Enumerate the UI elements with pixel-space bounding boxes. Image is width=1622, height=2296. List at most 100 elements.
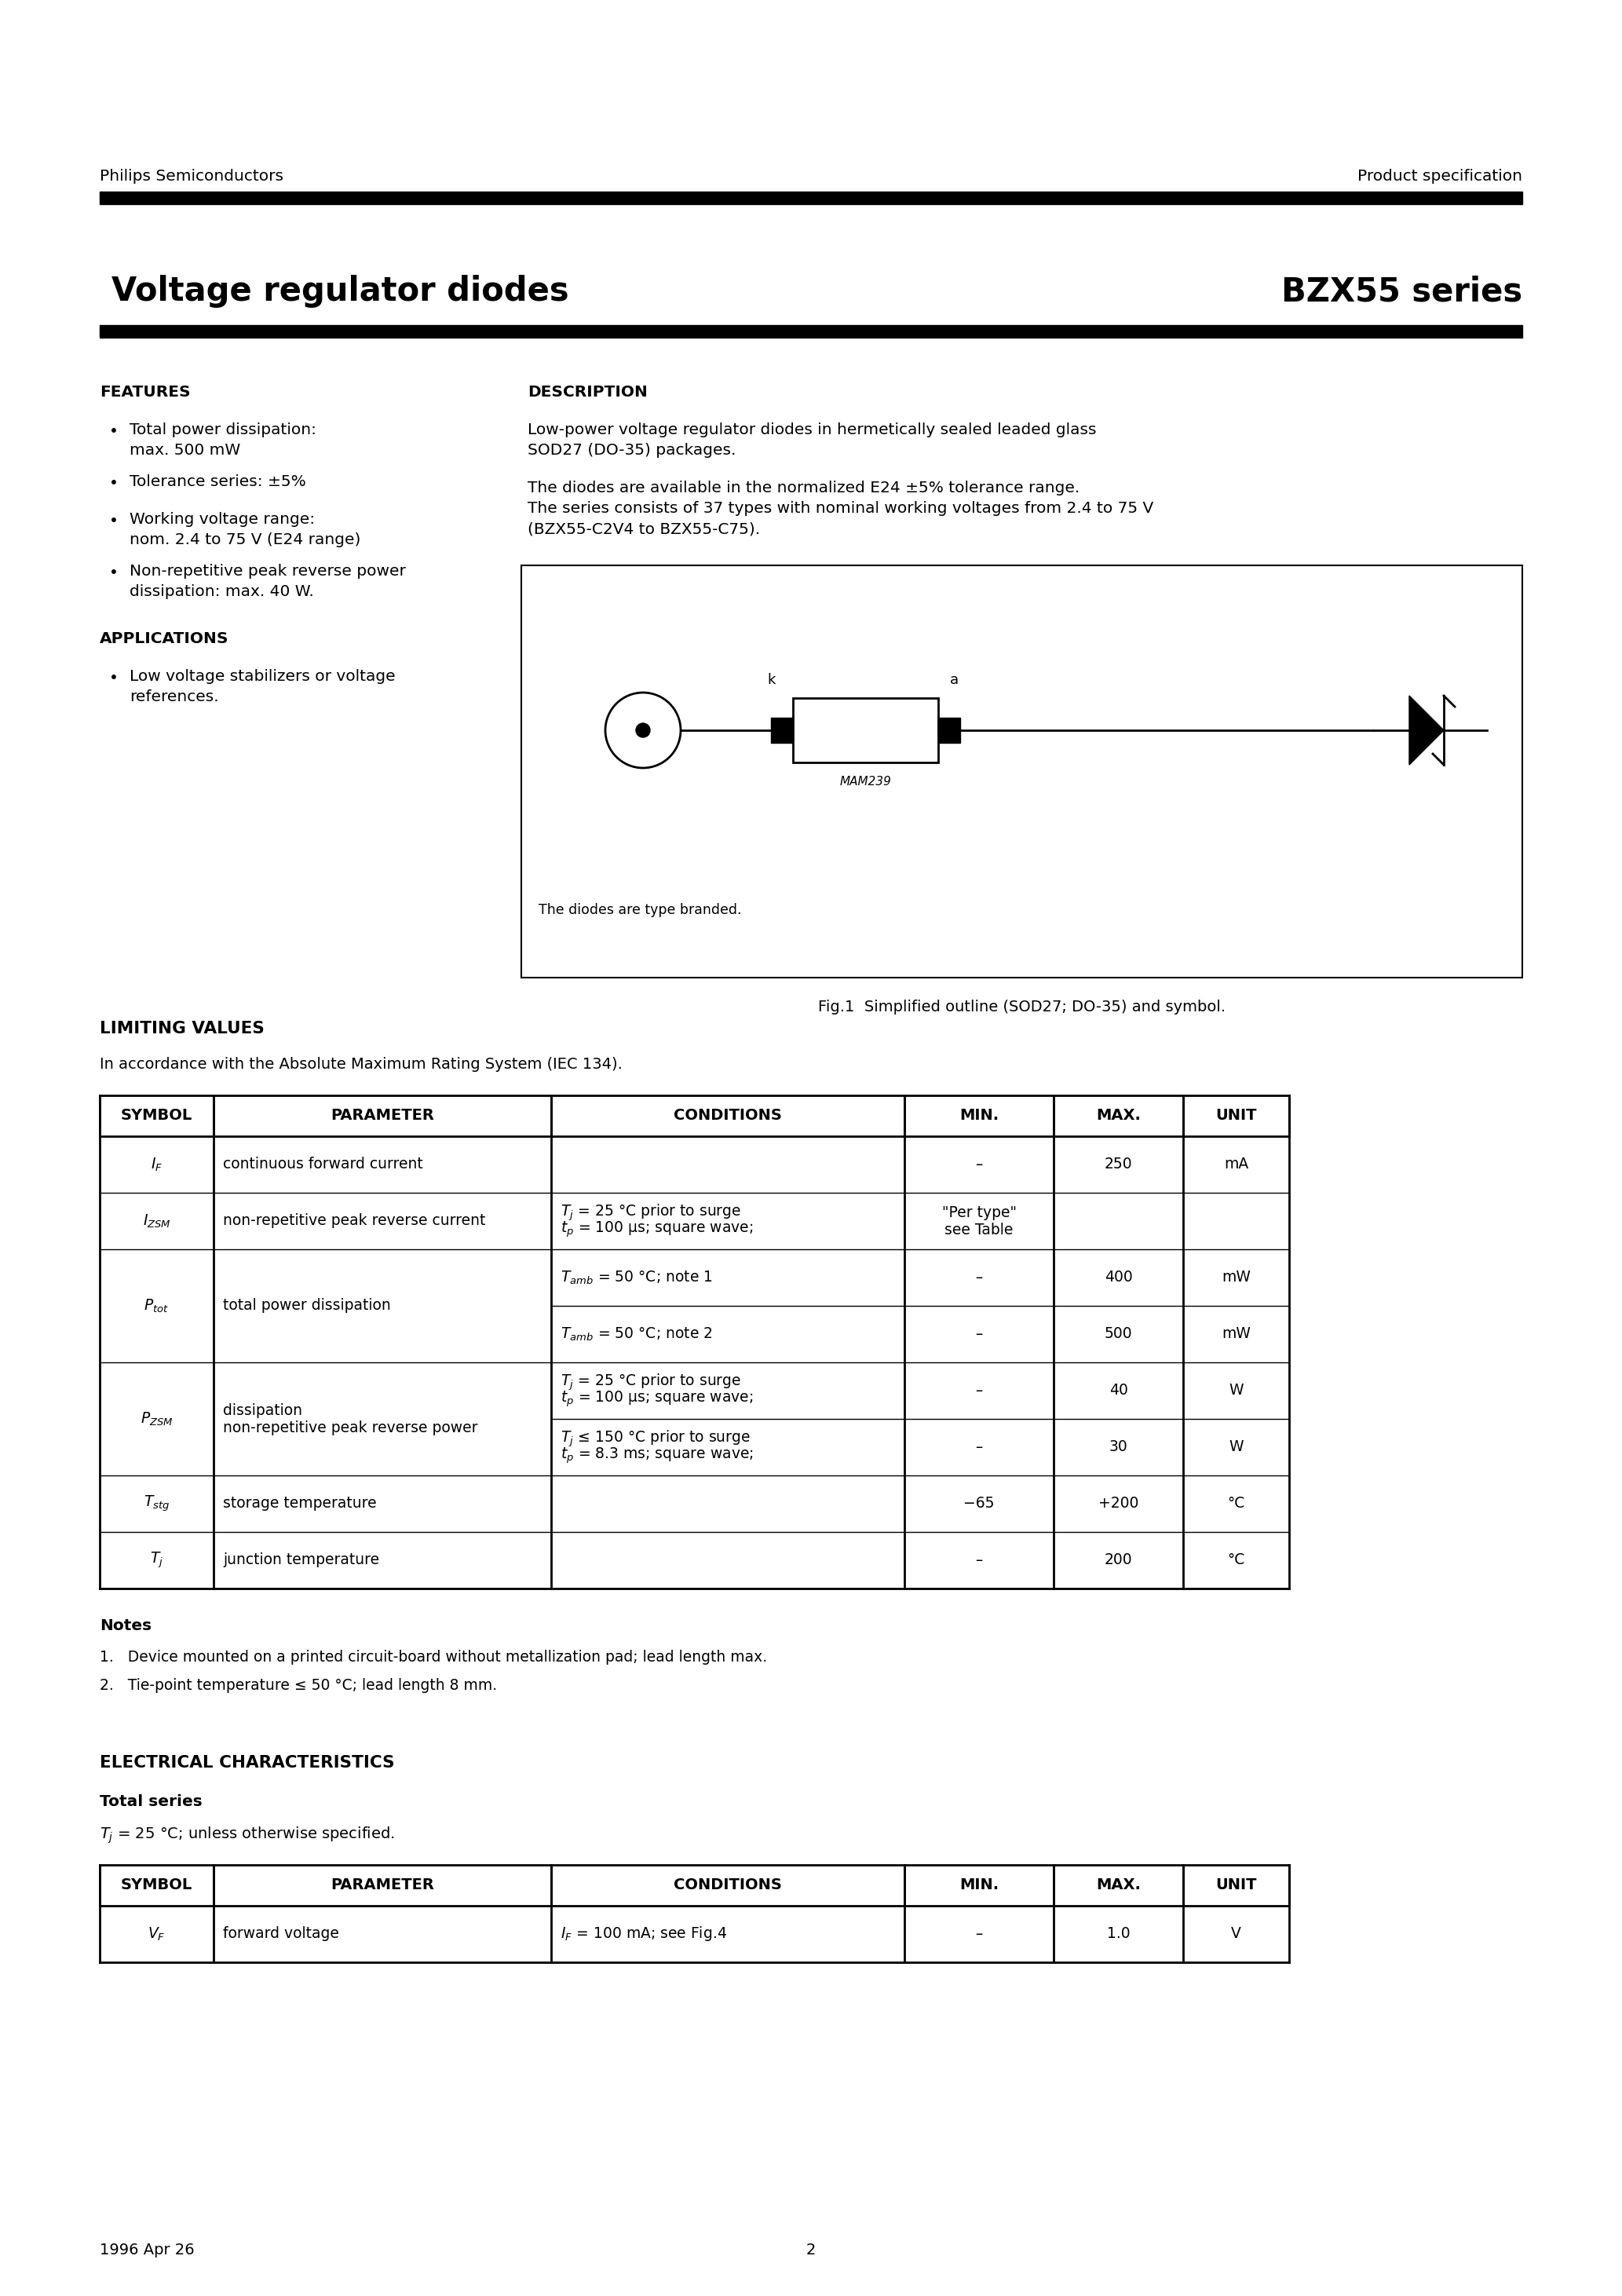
Text: –: –: [975, 1926, 983, 1942]
Text: non-repetitive peak reverse power: non-repetitive peak reverse power: [222, 1421, 478, 1435]
Text: dissipation: dissipation: [222, 1403, 302, 1417]
Text: junction temperature: junction temperature: [222, 1552, 380, 1568]
Text: Working voltage range:: Working voltage range:: [130, 512, 315, 526]
Bar: [99, 191, 1523, 204]
Text: 1.   Device mounted on a printed circuit-board without metallization pad; lead l: 1. Device mounted on a printed circuit-b…: [99, 1651, 767, 1665]
Text: −65: −65: [963, 1497, 994, 1511]
Text: storage temperature: storage temperature: [222, 1497, 376, 1511]
Text: 30: 30: [1109, 1440, 1127, 1456]
Text: 200: 200: [1105, 1552, 1132, 1568]
Text: max. 500 mW: max. 500 mW: [130, 443, 240, 457]
Text: non-repetitive peak reverse current: non-repetitive peak reverse current: [222, 1215, 485, 1228]
Bar: [793, 698, 938, 762]
Text: The diodes are available in the normalized E24 ±5% tolerance range.: The diodes are available in the normaliz…: [527, 480, 1080, 496]
Text: •: •: [109, 565, 118, 581]
Text: MAX.: MAX.: [1096, 1109, 1140, 1123]
Text: Total series: Total series: [99, 1793, 203, 1809]
Text: +200: +200: [1098, 1497, 1139, 1511]
Text: $I_{ZSM}$: $I_{ZSM}$: [143, 1212, 170, 1228]
Text: 1996 Apr 26: 1996 Apr 26: [99, 2243, 195, 2257]
Text: $T_{amb}$ = 50 °C; note 1: $T_{amb}$ = 50 °C; note 1: [561, 1270, 712, 1286]
Text: (BZX55-C2V4 to BZX55-C75).: (BZX55-C2V4 to BZX55-C75).: [527, 521, 761, 537]
Text: MIN.: MIN.: [959, 1878, 999, 1892]
Circle shape: [636, 723, 650, 737]
Text: $I_F$ = 100 mA; see Fig.4: $I_F$ = 100 mA; see Fig.4: [561, 1924, 727, 1942]
Text: •: •: [109, 514, 118, 528]
Text: MAM239: MAM239: [840, 776, 892, 788]
Text: Non-repetitive peak reverse power: Non-repetitive peak reverse power: [130, 565, 406, 579]
Text: 1.0: 1.0: [1106, 1926, 1131, 1942]
Text: $T_j$ = 25 °C prior to surge: $T_j$ = 25 °C prior to surge: [561, 1203, 741, 1221]
Text: Product specification: Product specification: [1358, 170, 1523, 184]
Text: The series consists of 37 types with nominal working voltages from 2.4 to 75 V: The series consists of 37 types with nom…: [527, 501, 1153, 517]
Bar: [770, 719, 793, 744]
Text: V: V: [1231, 1926, 1241, 1942]
Bar: [99, 1095, 1289, 1137]
Text: $T_j$ ≤ 150 °C prior to surge: $T_j$ ≤ 150 °C prior to surge: [561, 1428, 751, 1449]
Text: dissipation: max. 40 W.: dissipation: max. 40 W.: [130, 583, 313, 599]
Text: FEATURES: FEATURES: [99, 386, 190, 400]
Text: ELECTRICAL CHARACTERISTICS: ELECTRICAL CHARACTERISTICS: [99, 1754, 394, 1770]
Text: CONDITIONS: CONDITIONS: [673, 1109, 782, 1123]
Text: k: k: [767, 673, 775, 687]
Text: BZX55 series: BZX55 series: [1281, 276, 1523, 308]
Text: Fig.1  Simplified outline (SOD27; DO-35) and symbol.: Fig.1 Simplified outline (SOD27; DO-35) …: [817, 999, 1226, 1015]
Text: PARAMETER: PARAMETER: [331, 1878, 435, 1892]
Text: "Per type": "Per type": [942, 1205, 1017, 1219]
Text: $T_{amb}$ = 50 °C; note 2: $T_{amb}$ = 50 °C; note 2: [561, 1325, 712, 1343]
Text: 40: 40: [1109, 1382, 1127, 1398]
Text: see Table: see Table: [944, 1221, 1014, 1238]
Text: UNIT: UNIT: [1215, 1878, 1257, 1892]
Text: MAX.: MAX.: [1096, 1878, 1140, 1892]
Text: $P_{ZSM}$: $P_{ZSM}$: [139, 1410, 174, 1428]
Text: Notes: Notes: [99, 1619, 151, 1632]
Polygon shape: [1410, 696, 1444, 765]
Text: 500: 500: [1105, 1327, 1132, 1341]
Text: mW: mW: [1221, 1327, 1251, 1341]
Text: SYMBOL: SYMBOL: [120, 1878, 193, 1892]
Text: 2: 2: [806, 2243, 816, 2257]
Text: MIN.: MIN.: [959, 1109, 999, 1123]
Text: UNIT: UNIT: [1215, 1109, 1257, 1123]
Text: The diodes are type branded.: The diodes are type branded.: [539, 902, 741, 916]
Text: LIMITING VALUES: LIMITING VALUES: [99, 1022, 264, 1035]
Text: 400: 400: [1105, 1270, 1132, 1286]
Text: $t_p$ = 100 μs; square wave;: $t_p$ = 100 μs; square wave;: [561, 1219, 753, 1240]
Text: $T_{stg}$: $T_{stg}$: [144, 1495, 170, 1513]
Text: PARAMETER: PARAMETER: [331, 1109, 435, 1123]
Text: $t_p$ = 8.3 ms; square wave;: $t_p$ = 8.3 ms; square wave;: [561, 1446, 754, 1465]
Text: $I_F$: $I_F$: [151, 1157, 162, 1173]
Text: CONDITIONS: CONDITIONS: [673, 1878, 782, 1892]
Text: W: W: [1229, 1440, 1244, 1456]
Text: $T_j$ = 25 °C prior to surge: $T_j$ = 25 °C prior to surge: [561, 1373, 741, 1391]
Text: •: •: [109, 425, 118, 439]
Text: Total power dissipation:: Total power dissipation:: [130, 422, 316, 436]
Bar: [521, 565, 1523, 978]
Text: Low voltage stabilizers or voltage: Low voltage stabilizers or voltage: [130, 668, 396, 684]
Text: Voltage regulator diodes: Voltage regulator diodes: [112, 276, 569, 308]
Text: SYMBOL: SYMBOL: [120, 1109, 193, 1123]
Text: –: –: [975, 1552, 983, 1568]
Text: In accordance with the Absolute Maximum Rating System (IEC 134).: In accordance with the Absolute Maximum …: [99, 1056, 623, 1072]
Text: a: a: [950, 673, 959, 687]
Text: mW: mW: [1221, 1270, 1251, 1286]
Text: –: –: [975, 1382, 983, 1398]
Text: references.: references.: [130, 689, 219, 705]
Text: Low-power voltage regulator diodes in hermetically sealed leaded glass: Low-power voltage regulator diodes in he…: [527, 422, 1096, 436]
Text: –: –: [975, 1440, 983, 1456]
Text: •: •: [109, 670, 118, 687]
Text: total power dissipation: total power dissipation: [222, 1297, 391, 1313]
Text: DESCRIPTION: DESCRIPTION: [527, 386, 647, 400]
Text: –: –: [975, 1270, 983, 1286]
Text: –: –: [975, 1327, 983, 1341]
Bar: [99, 1864, 1289, 1906]
Text: nom. 2.4 to 75 V (E24 range): nom. 2.4 to 75 V (E24 range): [130, 533, 360, 546]
Text: W: W: [1229, 1382, 1244, 1398]
Text: –: –: [975, 1157, 983, 1171]
Text: mA: mA: [1225, 1157, 1249, 1171]
Text: 2.   Tie-point temperature ≤ 50 °C; lead length 8 mm.: 2. Tie-point temperature ≤ 50 °C; lead l…: [99, 1678, 496, 1692]
Bar: [99, 326, 1523, 338]
Text: continuous forward current: continuous forward current: [222, 1157, 423, 1171]
Text: Philips Semiconductors: Philips Semiconductors: [99, 170, 284, 184]
Text: $V_F$: $V_F$: [148, 1926, 165, 1942]
